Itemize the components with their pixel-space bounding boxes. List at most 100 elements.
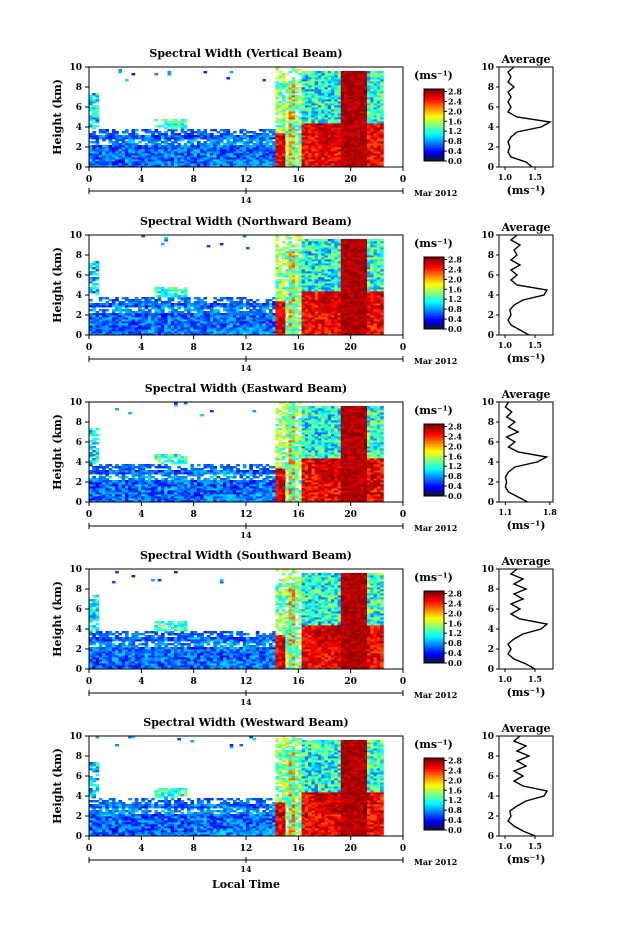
heatmap-cell (353, 257, 358, 260)
heatmap-cell (121, 139, 126, 142)
heatmap-cell (285, 273, 289, 276)
heatmap-cell (246, 153, 250, 156)
heatmap-cell (89, 333, 93, 336)
heatmap-cell (242, 161, 247, 164)
heatmap-cell (360, 333, 365, 336)
heatmap-cell (239, 157, 244, 160)
heatmap-cell (151, 149, 155, 152)
heatmap-cell (278, 301, 283, 304)
heatmap-cell (193, 153, 198, 156)
heatmap-cell (111, 311, 116, 314)
heatmap-cell (124, 141, 129, 144)
heatmap-cell (95, 115, 100, 118)
heatmap-cell (236, 159, 240, 162)
heatmap-cell (121, 145, 126, 148)
heatmap-cell (344, 155, 348, 158)
heatmap-cell (298, 295, 302, 298)
heatmap-cell (216, 315, 221, 318)
heatmap-cell (373, 123, 378, 126)
heatmap-cell (311, 293, 316, 296)
heatmap-cell (298, 103, 302, 106)
heatmap-cell (183, 165, 188, 168)
heatmap-cell (160, 321, 165, 324)
heatmap-cell (347, 143, 352, 146)
heatmap-cell (167, 315, 172, 318)
heatmap-cell (304, 301, 309, 304)
heatmap-cell (147, 309, 152, 312)
heatmap-cell (357, 293, 361, 296)
heatmap-cell (340, 121, 345, 124)
heatmap-cell (118, 157, 123, 160)
heatmap-cell (180, 311, 185, 314)
heatmap-cell (147, 147, 152, 150)
heatmap-cell (308, 307, 312, 310)
heatmap-cell (118, 71, 123, 74)
heatmap-cell (95, 305, 100, 308)
heatmap-cell (291, 289, 296, 292)
heatmap-cell (272, 305, 276, 308)
heatmap-cell (344, 325, 348, 328)
heatmap-cell (147, 135, 152, 138)
heatmap-cell (239, 331, 244, 334)
heatmap-cell (331, 301, 335, 304)
heatmap-cell (380, 79, 384, 82)
heatmap-cell (327, 135, 332, 138)
heatmap-cell (301, 149, 306, 152)
heatmap-cell (380, 163, 384, 166)
heatmap-cell (311, 131, 316, 134)
heatmap-cell (265, 323, 270, 326)
heatmap-cell (350, 145, 355, 148)
heatmap-cell (301, 133, 306, 136)
heatmap-cell (206, 319, 211, 322)
heatmap-cell (367, 105, 371, 108)
heatmap-cell (380, 107, 384, 110)
heatmap-cell (347, 83, 352, 86)
heatmap-cell (187, 299, 191, 302)
heatmap-cell (164, 147, 168, 150)
heatmap-cell (160, 329, 165, 332)
heatmap-cell (278, 135, 283, 138)
heatmap-cell (314, 299, 319, 302)
heatmap-cell (275, 143, 280, 146)
heatmap-cell (373, 75, 378, 78)
heatmap-cell (144, 157, 149, 160)
heatmap-cell (308, 109, 312, 112)
heatmap-cell (278, 91, 283, 94)
heatmap-cell (219, 315, 224, 318)
heatmap-cell (216, 309, 221, 312)
heatmap-cell (353, 129, 358, 132)
heatmap-cell (138, 329, 142, 332)
heatmap-cell (193, 309, 198, 312)
heatmap-cell (340, 293, 345, 296)
heatmap-cell (98, 149, 103, 152)
heatmap-cell (311, 327, 316, 330)
heatmap-cell (295, 309, 299, 312)
heatmap-cell (272, 163, 276, 166)
heatmap-cell (347, 87, 352, 90)
heatmap-cell (334, 329, 338, 332)
heatmap-cell (232, 159, 237, 162)
heatmap-cell (275, 319, 280, 322)
heatmap-cell (246, 327, 250, 330)
heatmap-cell (347, 91, 352, 94)
heatmap-cell (259, 155, 263, 158)
heatmap-cell (216, 155, 221, 158)
heatmap-cell (200, 327, 204, 330)
heatmap-cell (252, 131, 257, 134)
heatmap-cell (164, 149, 168, 152)
heatmap-cell (206, 145, 211, 148)
heatmap-cell (344, 275, 348, 278)
heatmap-cell (298, 109, 302, 112)
heatmap-cell (311, 325, 316, 328)
heatmap-cell (317, 149, 322, 152)
heatmap-cell (268, 135, 273, 138)
heatmap-cell (331, 279, 335, 282)
heatmap-cell (98, 331, 103, 334)
colorbar-swatch (424, 125, 444, 127)
heatmap-cell (363, 73, 368, 76)
heatmap-cell (210, 159, 214, 162)
heatmap-cell (187, 149, 191, 152)
heatmap-cell (210, 151, 214, 154)
heatmap-cell (317, 279, 322, 282)
heatmap-cell (239, 145, 244, 148)
